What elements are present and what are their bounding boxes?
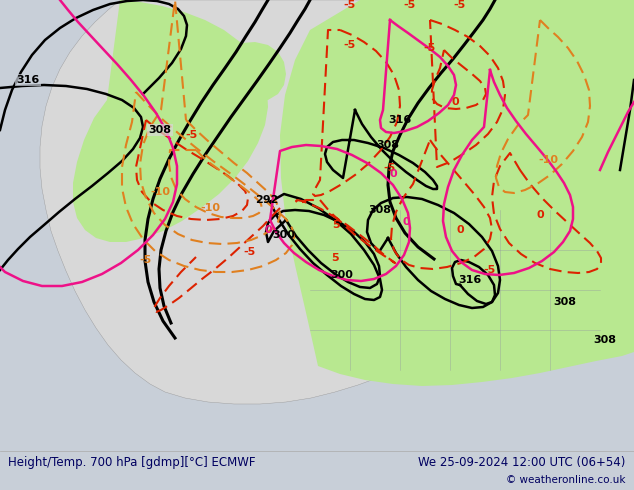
- Text: -5: -5: [186, 130, 198, 140]
- Text: 308: 308: [593, 335, 616, 345]
- Polygon shape: [40, 0, 634, 404]
- Text: Height/Temp. 700 hPa [gdmp][°C] ECMWF: Height/Temp. 700 hPa [gdmp][°C] ECMWF: [8, 456, 256, 468]
- Text: 5: 5: [331, 253, 339, 263]
- Text: -10: -10: [200, 203, 220, 213]
- Polygon shape: [280, 0, 634, 386]
- Text: 292: 292: [256, 195, 279, 205]
- Text: 300: 300: [330, 270, 353, 280]
- Text: 0: 0: [536, 210, 544, 220]
- Text: 308: 308: [553, 297, 576, 307]
- Text: -5: -5: [384, 163, 396, 173]
- Polygon shape: [213, 42, 286, 102]
- Text: 316: 316: [16, 75, 39, 85]
- Text: -10: -10: [150, 187, 170, 197]
- Text: 0: 0: [456, 225, 464, 235]
- Text: 0: 0: [264, 225, 272, 235]
- Text: 316: 316: [389, 115, 411, 125]
- Text: 308: 308: [148, 125, 172, 135]
- Text: © weatheronline.co.uk: © weatheronline.co.uk: [505, 475, 625, 485]
- Text: -5: -5: [344, 0, 356, 10]
- Text: 308: 308: [377, 140, 399, 150]
- Text: 0: 0: [389, 169, 397, 179]
- Text: -5: -5: [139, 255, 151, 265]
- Text: 5: 5: [332, 220, 340, 230]
- Text: 0: 0: [402, 217, 410, 227]
- Text: We 25-09-2024 12:00 UTC (06+54): We 25-09-2024 12:00 UTC (06+54): [418, 456, 625, 468]
- Text: -5: -5: [344, 40, 356, 50]
- Text: -5: -5: [424, 43, 436, 53]
- Polygon shape: [73, 0, 268, 242]
- Text: -10: -10: [538, 155, 558, 165]
- Text: 316: 316: [458, 275, 482, 285]
- Text: 308: 308: [368, 205, 392, 215]
- Text: -5: -5: [404, 0, 416, 10]
- Text: -5: -5: [484, 265, 496, 275]
- Text: 300: 300: [273, 230, 295, 240]
- Text: 0: 0: [451, 97, 459, 107]
- Text: -5: -5: [244, 247, 256, 257]
- Text: -5: -5: [454, 0, 466, 10]
